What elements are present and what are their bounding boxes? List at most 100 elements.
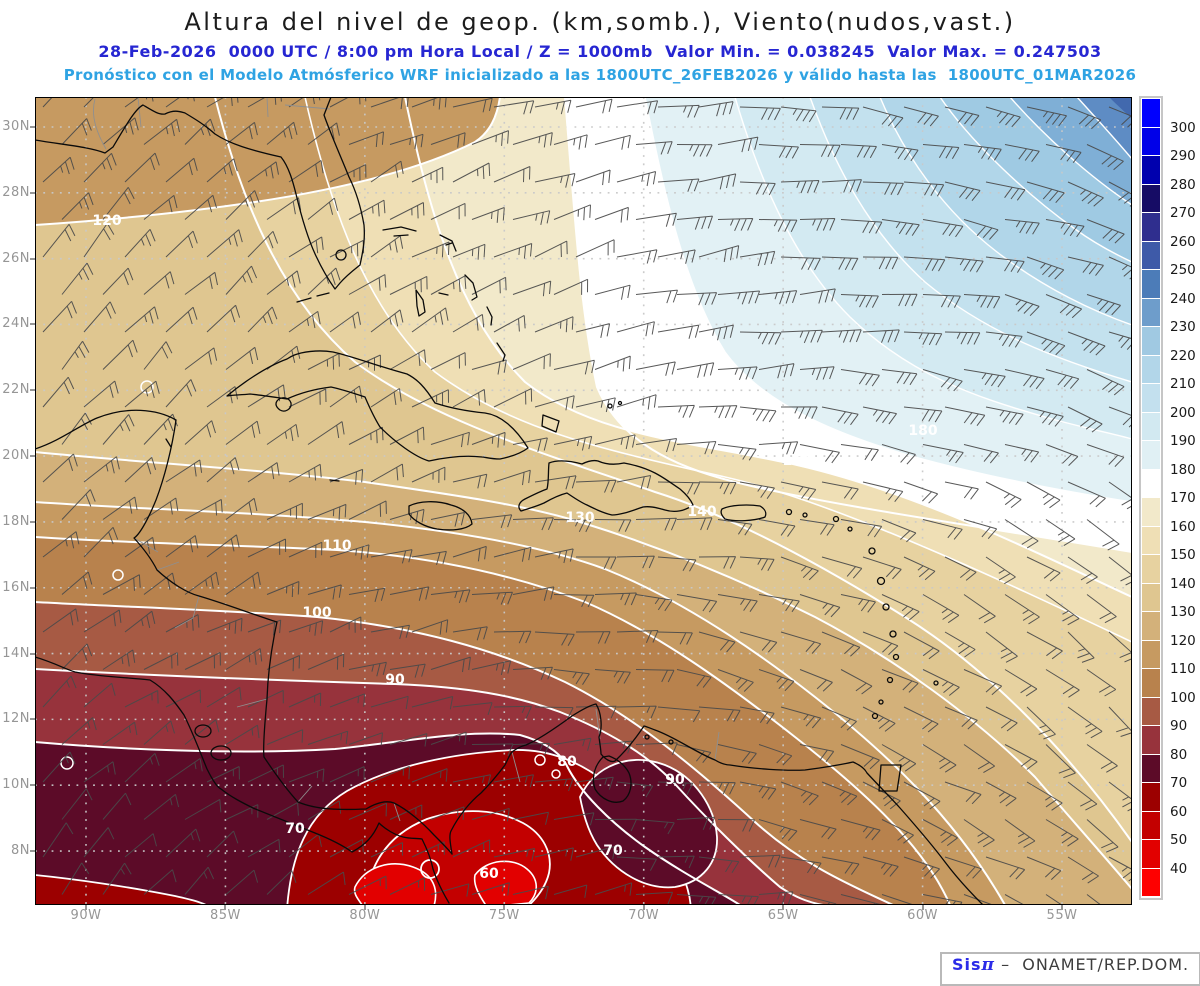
- lon-label: 55W: [1046, 908, 1078, 923]
- lat-label: 24N: [2, 316, 30, 332]
- lat-tick: [30, 520, 35, 523]
- lon-label: 80W: [349, 908, 381, 923]
- lon-tick: [1061, 905, 1063, 910]
- colorbar-segment: [1142, 355, 1160, 383]
- colorbar-segment: [1142, 555, 1160, 583]
- colorbar-segment: [1142, 868, 1160, 896]
- colorbar-tick-label: 110: [1170, 661, 1196, 677]
- colorbar-tick-label: 270: [1170, 205, 1196, 221]
- colorbar-segment: [1142, 156, 1160, 184]
- colorbar-segment: [1142, 726, 1160, 754]
- weather-map: 120 130 140 160 180 110 100 90 90 80 70 70 60: [35, 97, 1132, 905]
- colorbar-tick-label: 190: [1170, 433, 1196, 449]
- colorbar-tick-label: 100: [1170, 689, 1196, 706]
- lat-tick: [30, 850, 35, 853]
- lon-label: 60W: [907, 908, 939, 923]
- colorbar-segment: [1142, 384, 1160, 412]
- map-canvas: 120 130 140 160 180 110 100 90 90 80 70 70 60 Sisπ –…: [35, 97, 1200, 986]
- lon-label: 85W: [209, 908, 241, 923]
- lon-tick: [363, 905, 366, 910]
- weather-map-product: { "title": "Altura del nivel de geop. (k…: [2, 8, 1200, 986]
- colorbar-segment: [1142, 99, 1160, 127]
- colorbar-segment: [1142, 270, 1160, 298]
- colorbar-segment: [1142, 498, 1160, 526]
- lat-tick: [30, 126, 35, 128]
- colorbar-segment: [1142, 811, 1160, 839]
- colorbar-tick-label: 150: [1170, 547, 1196, 563]
- contour-label: 80: [557, 754, 577, 770]
- lat-tick: [30, 257, 35, 260]
- colorbar-tick-label: 160: [1170, 518, 1196, 535]
- colorbar-segment: [1142, 127, 1160, 155]
- lat-label: 22N: [2, 382, 30, 398]
- contour-label: 160: [782, 453, 811, 469]
- colorbar-segment: [1142, 754, 1160, 782]
- colorbar-tick-label: 260: [1170, 233, 1196, 250]
- colorbar-tick-label: 300: [1170, 119, 1196, 136]
- colorbar-tick-label: 210: [1170, 376, 1196, 392]
- coastline-layer: [35, 97, 984, 905]
- colorbar-tick-label: 140: [1170, 575, 1196, 592]
- contour-label: 110: [322, 538, 351, 554]
- colorbar-tick-label: 280: [1170, 176, 1196, 193]
- colorbar-tick-label: 180: [1170, 461, 1196, 478]
- colorbar-tick-label: 50: [1170, 832, 1188, 848]
- contour-label: 120: [92, 213, 121, 229]
- contour-label: 70: [603, 843, 623, 859]
- colorbar-tick-label: 60: [1170, 803, 1188, 820]
- colorbar-tick-label: 250: [1170, 262, 1196, 278]
- lon-tick: [782, 905, 785, 910]
- contour-label: 180: [908, 423, 937, 439]
- colorbar-tick-label: 240: [1170, 290, 1196, 307]
- lon-tick: [642, 905, 645, 910]
- colorbar-segment: [1142, 327, 1160, 355]
- lat-tick: [30, 389, 35, 392]
- colorbar-tick-label: 220: [1170, 347, 1196, 364]
- contour-label: 90: [385, 672, 405, 688]
- colorbar-segment: [1142, 184, 1160, 212]
- colorbar-tick-label: 290: [1170, 148, 1196, 164]
- lat-label: 26N: [2, 250, 30, 266]
- branding-pi-icon: π: [981, 955, 995, 975]
- colorbar-tick-label: 170: [1170, 490, 1196, 506]
- lat-tick: [30, 652, 35, 655]
- subtitle-model-run: Pronóstico con el Modelo Atmósferico WRF…: [63, 66, 1137, 84]
- colorbar-tick-label: 200: [1170, 404, 1196, 421]
- lat-tick: [30, 586, 35, 589]
- colorbar-tick-label: 130: [1170, 604, 1196, 620]
- colorbar-tick-label: 120: [1170, 632, 1196, 649]
- lat-label: 28N: [2, 184, 30, 200]
- colorbar-segment: [1142, 441, 1160, 469]
- lat-label: 30N: [2, 119, 30, 134]
- colorbar-tick-label: 230: [1170, 319, 1196, 335]
- colorbar-segment: [1142, 612, 1160, 640]
- colorbar-segment: [1142, 298, 1160, 326]
- branding-sis: Sis: [952, 955, 982, 974]
- lat-label: 12N: [2, 711, 30, 727]
- contour-label: 130: [565, 510, 594, 526]
- colorbar-segment: [1142, 697, 1160, 725]
- colorbar: [1142, 99, 1160, 897]
- lat-label: 14N: [2, 645, 30, 661]
- lon-label: 75W: [488, 908, 520, 923]
- lat-tick: [30, 784, 35, 787]
- contour-labels-layer: 120 130 140 160 180 110 100 90 90 80 70 70 60: [92, 213, 937, 882]
- lon-label: 70W: [628, 908, 660, 923]
- contour-label: 140: [687, 504, 716, 520]
- admin-borders-layer: [93, 97, 720, 822]
- contour-label: 60: [479, 866, 499, 882]
- colorbar-segment: [1142, 640, 1160, 668]
- lat-label: 16N: [2, 579, 30, 595]
- lat-tick: [30, 455, 35, 458]
- lon-tick: [85, 905, 87, 910]
- lon-label: 90W: [70, 908, 102, 923]
- page-title: Altura del nivel de geop. (km,somb.), Vi…: [184, 8, 1016, 36]
- lon-label: 65W: [767, 908, 799, 923]
- lon-tick: [503, 905, 506, 910]
- colorbar-tick-label: 40: [1170, 860, 1188, 877]
- colorbar-segment: [1142, 583, 1160, 611]
- colorbar-segment: [1142, 669, 1160, 697]
- wind-barbs-layer: [42, 97, 1132, 905]
- contour-label: 70: [285, 821, 305, 837]
- colorbar-segment: [1142, 213, 1160, 241]
